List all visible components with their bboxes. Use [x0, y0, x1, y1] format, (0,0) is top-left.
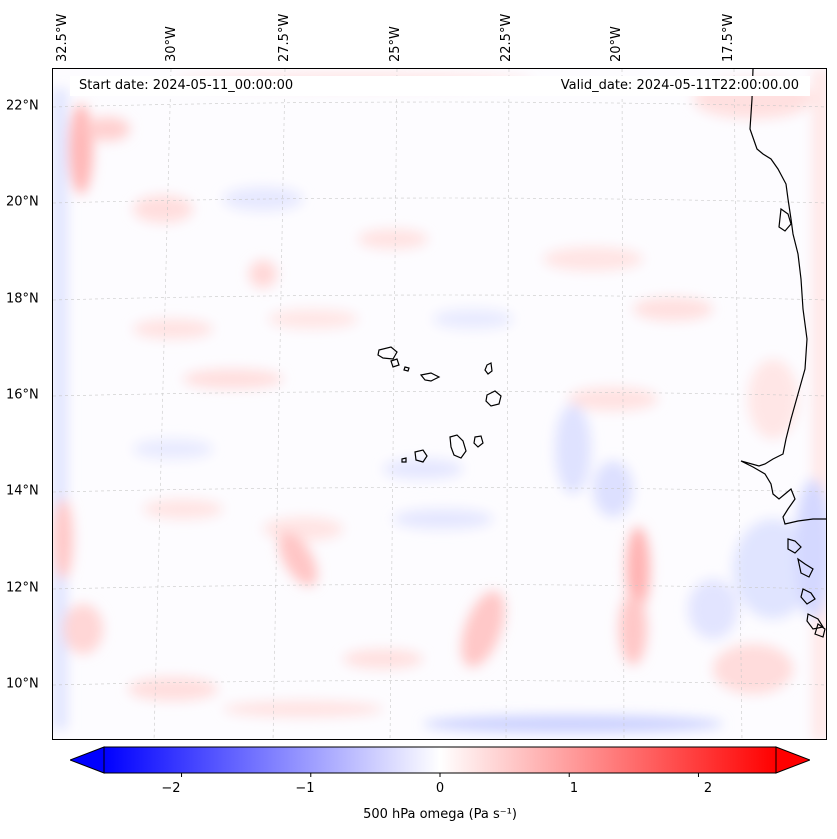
island-boa-vista: [485, 390, 502, 407]
colorbar-extend-max: [775, 746, 810, 774]
map-plot-area: [52, 68, 827, 740]
island-sao-vicente: [390, 358, 400, 368]
colorbar-tick-minus-2: −2: [161, 781, 181, 796]
valid-date-label: Valid_date: 2024-05-11T22:00:00.00: [560, 78, 799, 93]
lon-label-20w: 20°W: [609, 26, 624, 62]
lon-label-30w: 30°W: [164, 26, 179, 62]
island-santo-antao: [377, 346, 398, 360]
lat-label-16n: 16°N: [6, 387, 39, 403]
colorbar-tick-marks: [181, 773, 699, 777]
colorbar-tick-0: 0: [435, 781, 445, 796]
colorbar-tick-minus-1: −1: [295, 781, 315, 796]
lon-label-25w: 25°W: [388, 26, 403, 62]
lat-label-12n: 12°N: [6, 580, 39, 596]
lon-label-22-5w: 22.5°W: [499, 13, 514, 62]
lat-label-22n: 22°N: [6, 98, 39, 114]
island-sao-nicolau: [419, 372, 441, 382]
colorbar-label: 500 hPa omega (Pa s⁻¹): [363, 807, 517, 822]
colorbar-tick-2: 2: [703, 781, 713, 796]
colorbar-extend-min: [70, 746, 105, 774]
island-brava: [401, 457, 407, 463]
colorbar: [70, 746, 810, 777]
african-coastline: [740, 69, 826, 525]
island-santiago: [449, 434, 467, 459]
graticule: [53, 69, 826, 739]
island-fogo: [414, 449, 428, 463]
island-santa-luzia: [403, 366, 410, 372]
coastlines: [377, 69, 826, 638]
lon-label-27-5w: 27.5°W: [277, 13, 292, 62]
colorbar-tick-1: 1: [569, 781, 579, 796]
lat-label-10n: 10°N: [6, 676, 39, 692]
start-date-label: Start date: 2024-05-11_00:00:00: [79, 78, 294, 93]
lat-label-18n: 18°N: [6, 291, 39, 307]
lat-label-20n: 20°N: [6, 194, 39, 210]
omega-field-map: [53, 69, 826, 739]
island-maio: [473, 435, 484, 448]
header-band: [70, 76, 810, 96]
map-background: [53, 69, 826, 739]
lon-label-32-5w: 32.5°W: [55, 13, 70, 62]
lon-label-17-5w: 17.5°W: [721, 13, 736, 62]
omega-field-patches: [53, 69, 826, 739]
lat-label-14n: 14°N: [6, 483, 39, 499]
colorbar-gradient: [103, 746, 777, 774]
island-sal: [484, 362, 493, 375]
